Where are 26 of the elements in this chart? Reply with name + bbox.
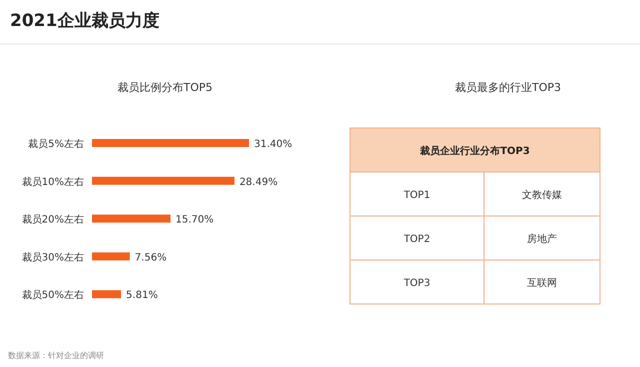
y-tick-label: 裁员10%左右 [22, 176, 84, 188]
text: 裁员企业行业分布TOP3 [419, 145, 530, 157]
category-label: TOP3 [402, 278, 430, 289]
bar [92, 214, 170, 223]
text: 文教传媒 [522, 189, 562, 201]
text: 互联网 [527, 277, 557, 289]
source-note: 数据来源：针对企业的调研 [8, 351, 104, 360]
y-tick-label: 裁员50%左右 [22, 289, 84, 302]
y-tick-label: 裁员5%左右 [28, 138, 84, 150]
y-tick-label: 裁员20%左右 [22, 214, 84, 226]
data-label: 28.49% [239, 176, 278, 188]
category-label: TOP2 [402, 234, 430, 245]
chart-title: 2021企业裁员力度 [10, 11, 160, 31]
y-tick-label: 裁员30%左右 [22, 251, 84, 264]
bar [92, 252, 130, 260]
text: 裁员最多的行业TOP3 [454, 81, 562, 94]
chart-subtitle: 裁员比例分布TOP5 [117, 81, 213, 94]
data-label: 31.40% [254, 139, 292, 150]
text: 房地产 [527, 233, 557, 245]
data-label: 7.56% [134, 252, 167, 264]
bar [92, 176, 234, 185]
data-label: 5.81% [126, 290, 158, 302]
data-label: 15.70% [176, 214, 214, 226]
bar [92, 290, 122, 298]
category-label: TOP1 [402, 190, 430, 201]
bar [92, 139, 249, 147]
